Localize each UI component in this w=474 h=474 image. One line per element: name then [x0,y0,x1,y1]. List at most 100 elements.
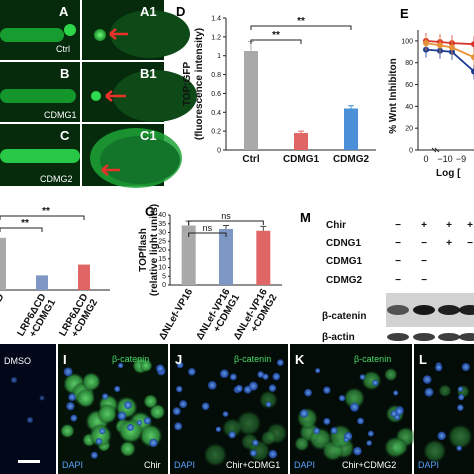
nucleus [149,438,158,448]
chart-g-category-label: ΔNLef-VP16+CDMG2 [232,287,280,348]
nucleus [350,402,359,412]
chart-d-ytick-label: 0.6 [211,91,221,98]
axis-break-icon [431,147,440,153]
micro-j-cond: Chir+CDMG1 [226,460,280,470]
chart-g-ytick-label: 0 [162,282,166,289]
nucleus [95,438,103,445]
nucleus [461,362,470,372]
panel-b1-image [82,62,197,122]
chart-g-sig-bracket [188,220,264,225]
chart-f-sig-label: ** [21,218,29,229]
nucleus [235,384,243,393]
blot-condition-mark: − [421,238,427,249]
chart-f: CD LRP6ΔCD+CDMG1 LRP6ΔCD+CDMG2 ** ** [0,206,110,339]
panel-letter-a: A [59,4,69,19]
nucleus [220,369,229,378]
chart-g-category-label: ΔNLef-VP16 [157,287,195,342]
blot-condition-mark: − [421,275,427,286]
nucleus [172,407,181,416]
nucleus [353,446,362,456]
nucleus [248,381,258,391]
panel-letter-d: D [176,4,185,19]
chart-g-ytick-label: 5 [162,273,166,280]
nucleus [457,404,464,411]
chart-d-ytick-label: 1.2 [211,34,221,41]
chart-e-xtick-label: −10 [437,154,452,164]
blot-band [413,305,435,315]
chart-e-ytick-label: 100 [401,38,413,45]
nucleus [117,411,127,421]
nucleus [395,407,404,416]
chart-e-ytick-label: 60 [405,82,413,89]
chart-d-bar [294,133,308,150]
chart-d-category-label: CDMG2 [333,154,370,165]
blot-condition-mark: − [395,238,401,249]
cell [118,418,144,444]
chart-f-category-label: CD [0,292,7,310]
cell [139,359,153,373]
nucleus [124,401,132,409]
chart-e-series-line [425,42,474,59]
nucleus [330,427,338,435]
panel-letter-j: J [175,352,182,367]
blot-condition-mark: − [395,220,401,231]
panel-letter-k: K [295,352,305,367]
blot-row-label: CDMG1 [326,256,363,267]
blot-condition-mark: − [395,275,401,286]
chart-e-point [471,68,474,75]
cell [89,424,113,448]
nucleus [229,373,237,381]
chart-d-sig-bracket [250,39,302,44]
blot-band [438,305,460,315]
panel-letter-a1: A1 [140,4,157,19]
chart-d-ylabel: TOP:GFP(fluorescence intensity) [182,28,205,140]
blot-row-label: CDNG1 [326,238,361,249]
chart-g-bar [256,230,271,285]
chart-e-xtick-label: −9 [456,154,466,164]
nucleus [422,375,432,384]
micro-j-dapi: DAPI [174,460,195,470]
nucleus [276,359,284,366]
chart-e-ytick-label: 80 [405,60,413,67]
cell [384,367,398,382]
cell [97,403,118,425]
chart-g-ytick-label: 30 [158,230,166,237]
micro-k-stain: β-catenin [354,354,391,364]
nucleus [68,393,76,402]
chart-f-sig-label: ** [42,206,50,217]
chart-g-sig-label: ns [221,211,231,221]
chart-e-point [471,41,474,48]
chart-d-ytick-label: 0 [217,148,221,155]
nucleus [367,430,374,437]
panel-letter-g: G [145,204,155,219]
nucleus [343,437,349,443]
chart-d-ytick-label: 0.2 [211,129,221,136]
cell [203,442,228,467]
nucleus [176,385,183,393]
nucleus [117,362,124,369]
nucleus [222,411,229,417]
cell [76,388,96,408]
nucleus [252,439,259,446]
micro-i-stain: β-catenin [112,354,149,364]
chart-g-ytick-label: 25 [158,238,166,245]
chart-g-sig-label: ns [203,223,213,233]
blot-condition-mark: − [395,256,401,267]
nucleus [315,368,321,374]
panel-letter-b: B [60,66,69,81]
panel-a1-image [82,0,190,60]
chart-g-ytick-label: 20 [158,247,166,254]
nucleus [456,445,462,451]
chart-g-ytick-label: 15 [158,256,166,263]
nucleus [207,380,217,390]
nucleus [143,417,152,425]
chart-e-series-line [425,40,474,46]
chart-g-ytick-label: 35 [158,221,166,228]
blot-row-label: Chir [326,220,346,231]
red-arrow-icon [105,90,126,102]
chart-d-ytick-label: 1 [217,53,221,60]
micro-h-label: DMSO [4,356,31,366]
chart-f-bar [0,238,6,290]
nucleus [265,401,272,408]
